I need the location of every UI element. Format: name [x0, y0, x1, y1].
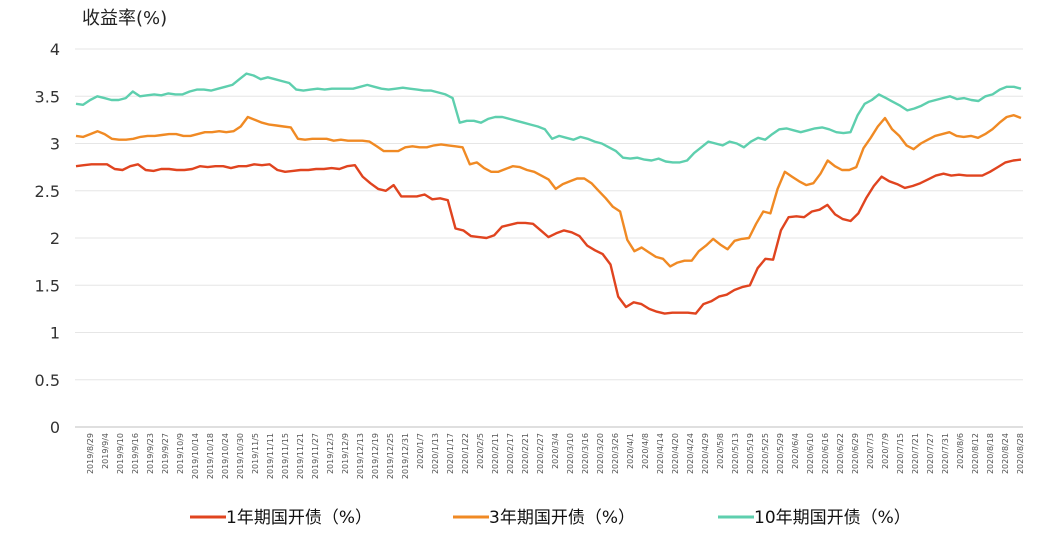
legend: 1年期国开债（%） 3年期国开债（%） 10年期国开债（%） [190, 508, 911, 528]
y-tick-label: 3.5 [35, 87, 60, 106]
x-tick-label: 2019/11/15 [281, 433, 290, 479]
x-tick-label: 2019/9/23 [146, 433, 155, 474]
series-line-1 [75, 113, 1022, 268]
x-tick-label: 2019/11/21 [296, 433, 305, 479]
x-tick-label: 2019/9/27 [161, 433, 170, 474]
x-tick-label: 2019/12/31 [401, 433, 410, 479]
y-tick-label: 4 [50, 40, 60, 59]
y-tick-labels: 0 0.5 1 1.5 2 2.5 3 3.5 4 [35, 40, 60, 437]
x-tick-label: 2020/8/24 [1001, 433, 1010, 474]
y-tick-label: 2.5 [35, 182, 60, 201]
x-tick-label: 2020/5/13 [731, 433, 740, 474]
x-tick-label: 2019/9/16 [131, 433, 140, 474]
x-tick-label: 2020/2/5 [476, 433, 485, 469]
x-tick-label: 2020/4/24 [686, 433, 695, 474]
x-tick-label: 2020/3/16 [581, 433, 590, 474]
x-tick-label: 2020/1/22 [461, 433, 470, 474]
x-tick-label: 2020/7/15 [896, 433, 905, 474]
x-tick-label: 2020/6/22 [836, 433, 845, 474]
x-tick-label: 2019/10/24 [221, 433, 230, 479]
y-tick-label: 3 [50, 135, 60, 154]
x-tick-label: 2020/5/25 [761, 433, 770, 474]
x-tick-label: 2020/1/13 [431, 433, 440, 474]
x-tick-label: 2020/7/31 [941, 433, 950, 474]
x-tick-label: 2019/11/5 [251, 433, 260, 474]
x-tick-label: 2020/2/21 [521, 433, 530, 474]
x-tick-label: 2020/6/16 [821, 433, 830, 474]
y-tick-label: 1.5 [35, 276, 60, 295]
x-tick-labels: 2019/8/29 2019/9/4 2019/9/10 2019/9/16 2019/… [86, 433, 1025, 479]
x-tick-label: 2019/10/30 [236, 433, 245, 479]
x-tick-label: 2019/10/18 [206, 433, 215, 479]
x-tick-label: 2019/9/10 [116, 433, 125, 474]
x-tick-label: 2020/7/27 [926, 433, 935, 474]
x-tick-label: 2020/6/4 [791, 433, 800, 469]
x-tick-label: 2020/8/12 [971, 433, 980, 474]
x-tick-label: 2020/6/10 [806, 433, 815, 474]
x-tick-label: 2020/4/14 [656, 433, 665, 474]
x-tick-label: 2020/2/17 [506, 433, 515, 474]
x-tick-label: 2019/12/13 [356, 433, 365, 479]
x-tick-label: 2020/1/7 [416, 433, 425, 469]
legend-label-1: 3年期国开债（%） [489, 508, 635, 528]
x-tick-label: 2020/6/29 [851, 433, 860, 474]
x-tick-label: 2019/12/9 [341, 433, 350, 474]
x-tick-label: 2020/7/9 [881, 433, 890, 469]
x-tick-label: 2019/9/4 [101, 433, 110, 469]
x-tick-label: 2020/2/27 [536, 433, 545, 474]
x-tick-label: 2020/4/1 [626, 433, 635, 469]
y-axis-title: 收益率(%) [82, 8, 167, 29]
x-tick-label: 2020/2/11 [491, 433, 500, 474]
x-tick-label: 2019/11/11 [266, 433, 275, 479]
x-tick-label: 2019/8/29 [86, 433, 95, 474]
series-line-2 [75, 72, 1022, 164]
y-tick-label: 0.5 [35, 371, 60, 390]
y-tick-label: 2 [50, 229, 60, 248]
x-tick-label: 2020/3/20 [596, 433, 605, 474]
x-tick-label: 2019/10/14 [191, 433, 200, 479]
x-tick-label: 2020/5/19 [746, 433, 755, 474]
x-tick-label: 2020/4/20 [671, 433, 680, 474]
x-tick-label: 2019/12/19 [371, 433, 380, 479]
x-tick-label: 2020/4/29 [701, 433, 710, 474]
x-tick-label: 2020/1/17 [446, 433, 455, 474]
x-tick-label: 2020/7/3 [866, 433, 875, 469]
x-tick-label: 2020/3/10 [566, 433, 575, 474]
x-tick-label: 2020/3/4 [551, 433, 560, 469]
x-tick-label: 2019/12/25 [386, 433, 395, 479]
series-line-0 [75, 158, 1022, 315]
series-lines [75, 72, 1022, 315]
x-tick-label: 2019/10/9 [176, 433, 185, 474]
y-tick-label: 0 [50, 418, 60, 437]
x-tick-label: 2019/11/27 [311, 433, 320, 479]
legend-label-0: 1年期国开债（%） [226, 508, 372, 528]
x-tick-label: 2020/4/8 [641, 433, 650, 469]
x-tick-label: 2020/8/18 [986, 433, 995, 474]
x-tick-label: 2020/7/21 [911, 433, 920, 474]
x-tick-label: 2020/5/29 [776, 433, 785, 474]
x-tick-label: 2020/3/26 [611, 433, 620, 474]
x-tick-label: 2020/8/28 [1016, 433, 1025, 474]
x-tick-label: 2019/12/3 [326, 433, 335, 474]
legend-label-2: 10年期国开债（%） [754, 508, 911, 528]
x-tick-label: 2020/5/8 [716, 433, 725, 469]
y-tick-label: 1 [50, 324, 60, 343]
x-tick-label: 2020/8/6 [956, 433, 965, 469]
